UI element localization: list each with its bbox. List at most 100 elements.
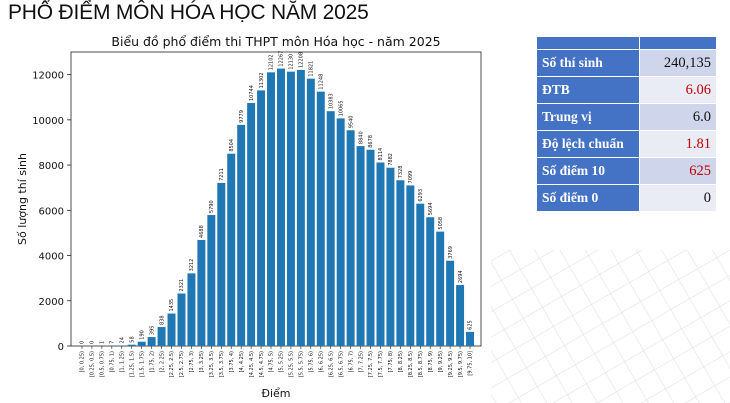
x-tick-label: [6.5, 6.75): [338, 351, 344, 377]
stats-label: ĐTB: [536, 76, 640, 104]
bar-value-label: 1435: [169, 299, 175, 312]
bar: [247, 103, 256, 346]
bar: [127, 344, 136, 346]
bar: [316, 91, 325, 346]
x-tick-label: [4.25, 4.5): [249, 351, 255, 377]
x-tick-label: [4.5, 4.75): [259, 351, 265, 377]
x-tick-label: [1.75, 2): [149, 351, 155, 372]
bar-value-label: 4688: [199, 225, 205, 238]
bar-value-label: 6293: [418, 189, 424, 202]
bar: [336, 118, 345, 346]
bar: [466, 331, 475, 346]
bar-value-label: 8504: [229, 139, 235, 152]
bar: [147, 337, 156, 346]
bar-value-label: 625: [468, 320, 474, 330]
x-tick-label: [8.5, 8.75): [418, 351, 424, 377]
bar: [257, 90, 266, 346]
bar: [237, 124, 246, 347]
bar-value-label: 2694: [458, 270, 464, 283]
x-tick-label: [2.75, 3): [189, 351, 195, 372]
bar-value-label: 7099: [408, 171, 414, 184]
stats-row: Số thí sinh 240,135: [536, 49, 717, 77]
bar: [306, 78, 315, 346]
x-tick-label: [0.75, 1): [110, 351, 116, 372]
bar-value-label: 190: [139, 330, 145, 340]
x-tick-label: [8.25, 8.5): [408, 351, 414, 377]
bar: [416, 203, 425, 346]
x-tick-label: [8, 8.25): [398, 351, 404, 372]
plot-frame: [70, 51, 482, 347]
y-axis-label: Số lượng thí sinh: [16, 153, 29, 245]
x-tick-label: [9, 9.25): [438, 351, 444, 372]
x-tick-label: [0.25, 0.5): [90, 351, 96, 377]
stats-label: Trung vị: [536, 103, 640, 131]
bar-value-label: 7: [110, 341, 116, 344]
x-tick-label: [6, 6.25): [318, 351, 324, 372]
y-tick-label: 4000: [39, 252, 64, 263]
bar-value-label: 3769: [448, 246, 454, 259]
bar-value-label: 3212: [189, 259, 195, 272]
x-tick-label: [9.75, 10]: [468, 351, 474, 376]
bar-value-label: 12130: [289, 54, 295, 70]
bar-value-label: 2321: [179, 279, 185, 292]
x-tick-label: [5.75, 6): [309, 351, 315, 372]
y-tick-label: 10000: [32, 116, 64, 127]
bar-value-label: 7328: [398, 166, 404, 179]
x-tick-label: [9.5, 9.75): [458, 351, 464, 377]
bar-value-label: 5790: [209, 200, 215, 213]
bar-value-label: 11821: [309, 61, 315, 77]
bar-value-label: 0: [90, 341, 96, 344]
chart-title: Biểu đồ phổ điểm thi THPT môn Hóa học - …: [111, 34, 440, 49]
x-tick-label: [4.75, 5): [269, 351, 275, 372]
bar-value-label: 10065: [338, 100, 344, 116]
bar: [207, 215, 216, 346]
stats-table: Số thí sinh 240,135 ĐTB 6.06 Trung vị 6.0 Độ l…: [536, 36, 717, 212]
bar-value-label: 10383: [328, 93, 334, 109]
stats-value: 6.06: [639, 76, 717, 104]
bar: [137, 341, 146, 346]
bar: [217, 182, 226, 346]
bar-value-label: 7211: [219, 168, 225, 181]
stats-value: 240,135: [639, 49, 717, 77]
stats-row: ĐTB 6.06: [536, 76, 717, 104]
x-tick-label: [3.75, 4): [229, 351, 235, 372]
stats-label: Số điểm 10: [536, 157, 640, 185]
x-tick-label: [4, 4.25): [239, 351, 245, 372]
y-tick-label: 2000: [39, 297, 64, 308]
y-tick-label: 6000: [39, 206, 64, 217]
bar: [406, 185, 415, 346]
bar-value-label: 24: [119, 337, 125, 343]
stats-table-header: [536, 36, 717, 50]
x-tick-label: [3, 3.25): [199, 351, 205, 372]
x-tick-label: [3.5, 3.75): [219, 351, 225, 377]
x-tick-label: [2.25, 2.5): [169, 351, 175, 377]
stats-label: Số điểm 0: [536, 184, 640, 212]
bar-value-label: 12267: [279, 51, 285, 67]
stats-label: Độ lệch chuẩn: [536, 130, 640, 158]
x-tick-label: [1.25, 1.5): [129, 351, 135, 377]
bar: [356, 146, 365, 346]
bar: [436, 231, 445, 346]
bar: [446, 260, 455, 346]
bar-value-label: 5058: [438, 217, 444, 230]
bar: [227, 153, 236, 346]
x-tick-label: [7.75, 8): [388, 351, 394, 372]
bar-value-label: 12208: [299, 52, 305, 68]
bar-value-label: 8840: [358, 131, 364, 144]
bar: [426, 217, 435, 346]
x-tick-label: [1.5, 1.75): [139, 351, 145, 377]
bar: [167, 313, 176, 346]
bar: [366, 149, 375, 346]
score-distribution-chart: Biểu đồ phổ điểm thi THPT môn Hóa học - …: [16, 34, 482, 400]
background-pattern: [470, 250, 730, 403]
x-tick-label: [8.75, 9): [428, 351, 434, 372]
bar-value-label: 10744: [249, 85, 255, 101]
page-title: PHỔ ĐIỂM MÔN HÓA HỌC NĂM 2025: [8, 1, 369, 24]
bar: [456, 285, 465, 346]
bar-value-label: 9779: [239, 110, 245, 123]
x-tick-label: [5, 5.25): [279, 351, 285, 372]
x-tick-label: [7, 7.25): [358, 351, 364, 372]
bar: [376, 162, 385, 346]
bar-value-label: 1: [100, 341, 106, 344]
